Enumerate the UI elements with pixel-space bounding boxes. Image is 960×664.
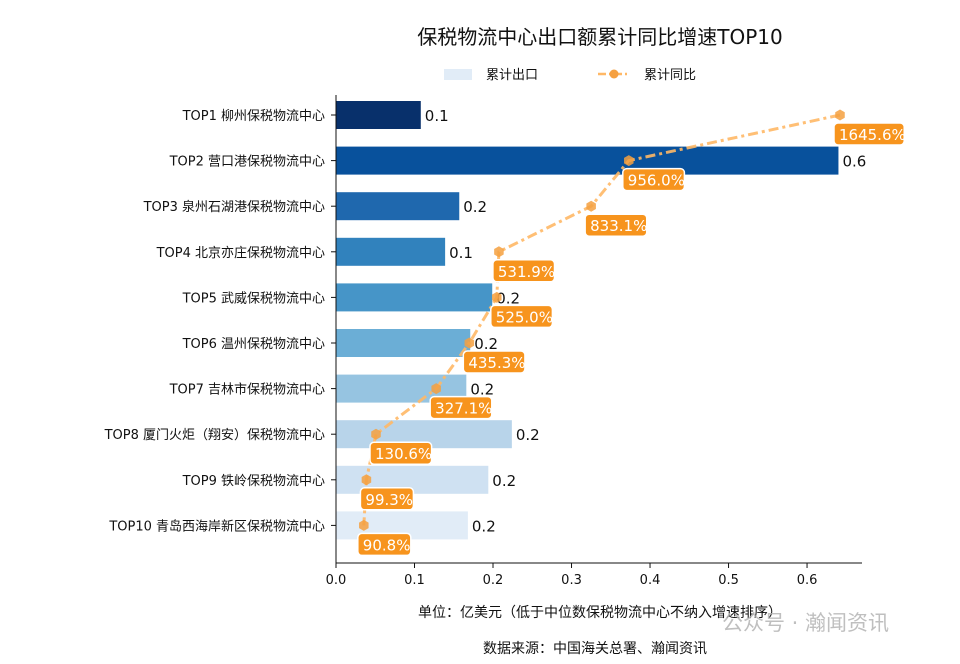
bar-value-label: 0.1 xyxy=(425,107,449,125)
bar-value-label: 0.2 xyxy=(492,472,516,490)
bar-value-label: 0.2 xyxy=(496,289,520,307)
y-tick-label: TOP8 厦门火炬（翔安）保税物流中心 xyxy=(104,428,325,443)
bar-value-label: 0.2 xyxy=(470,381,494,399)
yoy-label-box xyxy=(492,259,556,283)
yoy-label-box xyxy=(369,441,433,465)
yoy-marker xyxy=(464,337,475,349)
yoy-label: 525.0% xyxy=(496,308,553,326)
yoy-marker xyxy=(431,383,441,395)
bar xyxy=(336,101,421,129)
yoy-label-box xyxy=(833,122,905,146)
x-tick-label: 0.6 xyxy=(797,573,818,588)
bar xyxy=(336,146,839,175)
yoy-label-box xyxy=(359,487,415,511)
yoy-marker xyxy=(361,474,372,486)
y-tick-label: TOP3 泉州石湖港保税物流中心 xyxy=(143,199,325,215)
yoy-marker xyxy=(371,428,381,440)
yoy-label: 531.9% xyxy=(498,263,555,281)
yoy-label: 130.6% xyxy=(375,445,432,463)
y-tick-label: TOP5 武威保税物流中心 xyxy=(182,291,325,306)
yoy-label-box xyxy=(357,532,412,557)
x-tick-label: 0.4 xyxy=(640,573,661,588)
bar-value-label: 0.1 xyxy=(449,244,473,262)
y-tick-label: TOP10 青岛西海岸新区保税物流中心 xyxy=(108,518,325,534)
bar xyxy=(336,237,446,266)
yoy-label-box xyxy=(462,350,526,374)
legend-label-bar: 累计出口 xyxy=(486,68,538,83)
yoy-label-box xyxy=(622,167,686,192)
yoy-label-box xyxy=(490,304,554,329)
yoy-label: 833.1% xyxy=(590,217,647,235)
yoy-marker xyxy=(359,519,369,531)
bar xyxy=(336,329,471,357)
yoy-marker xyxy=(494,246,504,258)
legend-swatch-bar xyxy=(444,69,472,80)
legend: 累计出口 累计同比 xyxy=(444,68,696,83)
yoy-label: 1645.6% xyxy=(839,126,906,144)
bar xyxy=(336,283,493,312)
yoy-label: 327.1% xyxy=(435,400,492,418)
yoy-marker xyxy=(624,155,634,167)
yoy-label: 90.8% xyxy=(363,536,411,554)
yoy-label: 435.3% xyxy=(468,354,525,372)
yoy-marker xyxy=(492,291,502,303)
legend-label-line: 累计同比 xyxy=(644,68,696,83)
yoy-label: 99.3% xyxy=(365,491,413,509)
y-tick-label: TOP9 铁岭保税物流中心 xyxy=(182,474,325,489)
x-tick-label: 0.3 xyxy=(561,573,582,588)
bar xyxy=(336,192,460,221)
watermark: 公众号 · 瀚闻资讯 xyxy=(722,611,889,635)
x-tick-label: 0.2 xyxy=(483,573,504,588)
bar-value-label: 0.2 xyxy=(516,426,540,444)
x-tick-label: 0.0 xyxy=(326,573,347,588)
bar-value-label: 0.6 xyxy=(842,153,866,171)
yoy-marker xyxy=(586,200,596,212)
source-note: 数据来源：中国海关总署、瀚闻资讯 xyxy=(483,641,707,657)
yoy-label-box xyxy=(584,213,648,237)
yoy-line xyxy=(362,113,841,526)
y-tick-label: TOP1 柳州保税物流中心 xyxy=(182,109,325,124)
y-tick-label: TOP6 温州保税物流中心 xyxy=(182,337,325,352)
y-tick-label: TOP7 吉林市保税物流中心 xyxy=(169,382,325,398)
legend-marker-icon xyxy=(609,69,619,79)
yoy-label: 956.0% xyxy=(628,172,685,190)
yoy-marker xyxy=(835,109,845,121)
bar-value-label: 0.2 xyxy=(472,517,496,535)
y-tick-label: TOP4 北京亦庄保税物流中心 xyxy=(156,245,325,261)
chart-title: 保税物流中心出口额累计同比增速TOP10 xyxy=(417,25,782,49)
x-axis-label: 单位：亿美元（低于中位数保税物流中心不纳入增速排序） xyxy=(418,605,782,621)
bar-value-label: 0.2 xyxy=(474,335,498,353)
x-tick-label: 0.5 xyxy=(718,573,739,588)
yoy-label-box xyxy=(429,395,493,420)
bar-value-label: 0.2 xyxy=(463,198,487,216)
x-tick-label: 0.1 xyxy=(404,573,425,588)
y-tick-label: TOP2 营口港保税物流中心 xyxy=(169,155,325,170)
